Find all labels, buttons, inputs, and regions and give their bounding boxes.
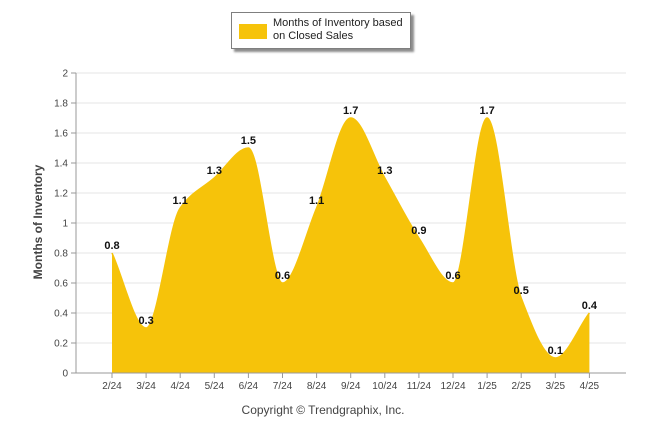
data-label: 1.3 — [207, 165, 222, 177]
x-tick-label: 6/24 — [239, 381, 259, 392]
x-tick-label: 12/24 — [440, 381, 465, 392]
data-label: 0.3 — [138, 315, 153, 327]
x-tick-label: 8/24 — [307, 381, 327, 392]
area-fill — [112, 118, 590, 373]
data-label: 0.5 — [514, 285, 529, 297]
y-tick-label: 0.6 — [54, 279, 68, 290]
data-label: 1.7 — [479, 105, 494, 117]
x-tick-label: 4/25 — [580, 381, 600, 392]
x-tick-label: 2/25 — [511, 381, 531, 392]
data-label: 1.5 — [241, 135, 256, 147]
x-tick-label: 4/24 — [170, 381, 190, 392]
x-tick-label: 5/24 — [205, 381, 225, 392]
y-tick-label: 1.6 — [54, 129, 68, 140]
legend-label: Months of Inventory based on Closed Sale… — [273, 17, 403, 42]
y-tick-label: 0.2 — [54, 339, 68, 350]
y-tick-label: 0 — [62, 369, 68, 380]
y-tick-label: 0.4 — [54, 309, 68, 320]
data-labels: 0.8 0.3 1.1 1.3 1.5 0.6 1.1 1.7 1.3 0.9 0.6 1.7 0.5 0… — [104, 105, 598, 357]
y-tick-label: 1.2 — [54, 189, 68, 200]
data-label: 0.9 — [411, 225, 426, 237]
y-tick-label: 1.8 — [54, 99, 68, 110]
x-axis-ticks: 2/24 3/24 4/24 5/24 6/24 7/24 8/24 9/24 10/24 11/… — [102, 373, 600, 392]
x-tick-label: 1/25 — [477, 381, 497, 392]
y-axis-title: Months of Inventory — [31, 164, 45, 280]
data-label: 1.1 — [309, 195, 324, 207]
data-label: 1.1 — [173, 195, 188, 207]
area-series — [111, 117, 590, 373]
x-tick-label: 9/24 — [341, 381, 361, 392]
data-label: 1.7 — [343, 105, 358, 117]
chart-legend: Months of Inventory based on Closed Sale… — [231, 12, 411, 49]
y-axis-ticks: 0 0.2 0.4 0.6 0.8 1 1.2 1.4 1.6 1.8 2 — [54, 69, 76, 380]
x-tick-label: 2/24 — [102, 381, 122, 392]
x-tick-label: 3/25 — [546, 381, 566, 392]
data-label: 0.8 — [104, 240, 119, 252]
y-tick-label: 1 — [62, 219, 68, 230]
area-line — [111, 117, 590, 359]
data-label: 0.6 — [445, 270, 460, 282]
data-label: 0.6 — [275, 270, 290, 282]
x-tick-label: 10/24 — [372, 381, 397, 392]
y-tick-label: 2 — [62, 69, 68, 80]
y-tick-label: 1.4 — [54, 159, 68, 170]
x-tick-label: 11/24 — [407, 381, 432, 392]
data-label: 1.3 — [377, 165, 392, 177]
copyright-footer: Copyright © Trendgraphix, Inc. — [241, 403, 405, 417]
x-tick-label: 3/24 — [136, 381, 156, 392]
data-label: 0.4 — [582, 300, 598, 312]
y-tick-label: 0.8 — [54, 249, 68, 260]
x-tick-label: 7/24 — [273, 381, 293, 392]
data-label: 0.1 — [548, 345, 563, 357]
legend-swatch — [239, 24, 267, 39]
